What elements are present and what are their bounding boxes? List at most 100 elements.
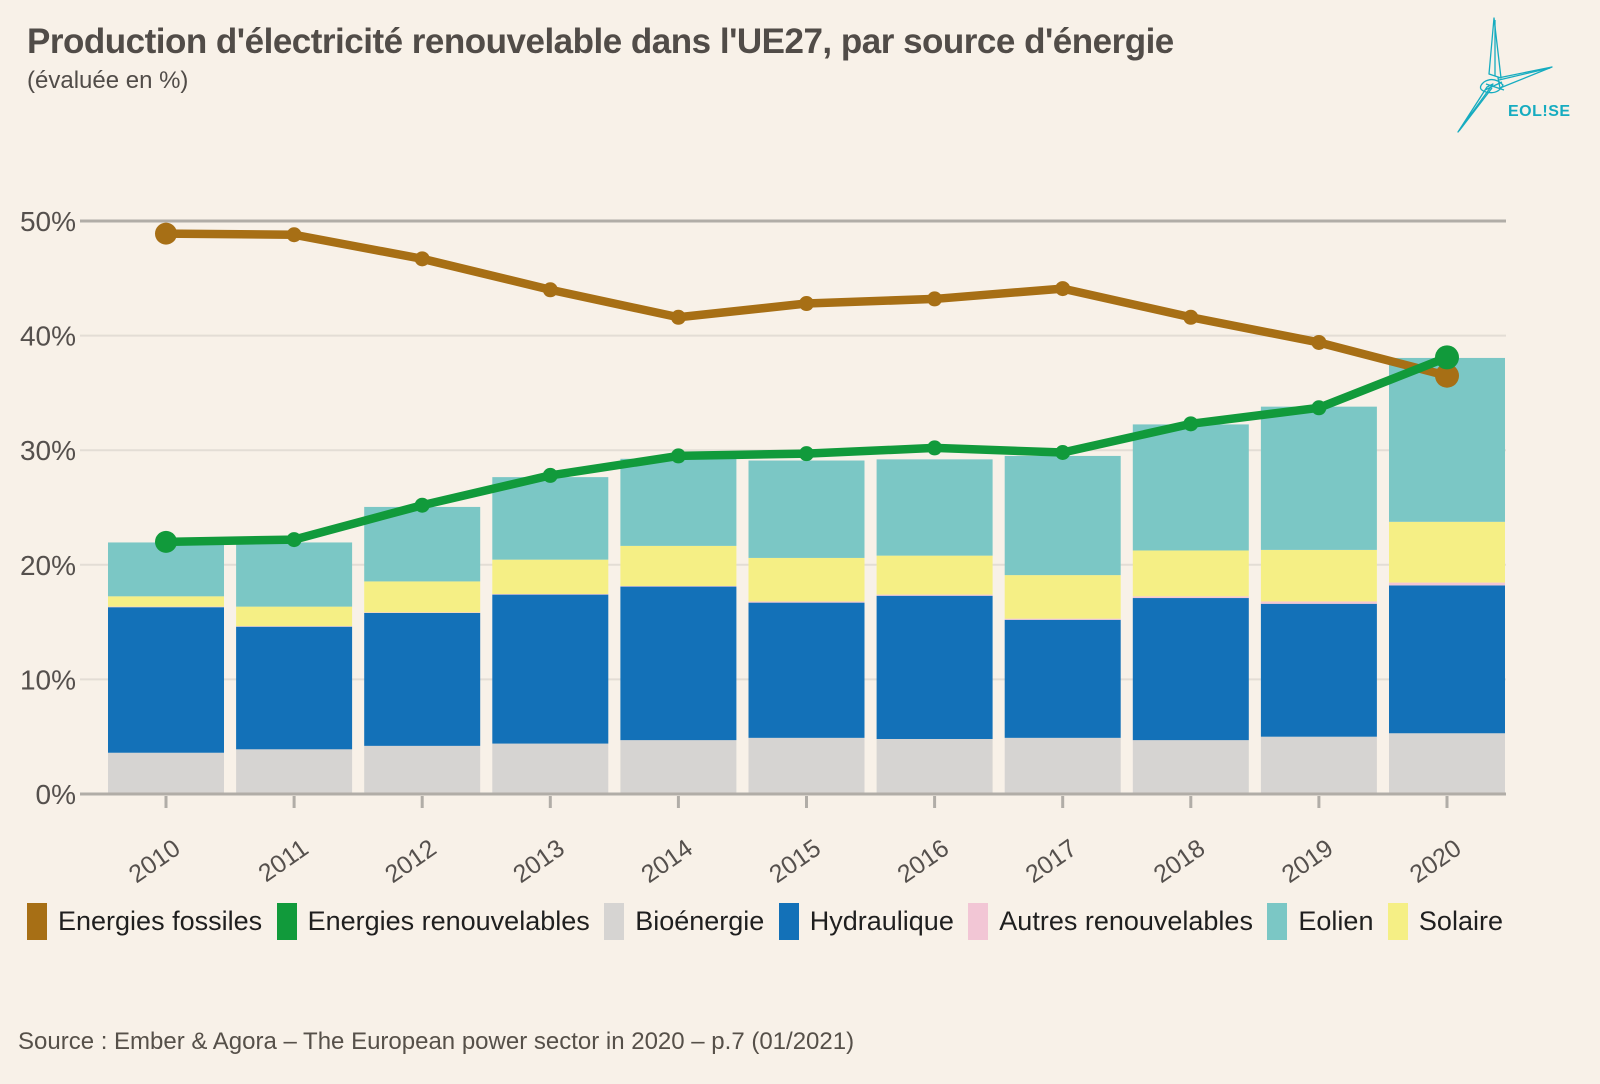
x-axis-label-2020: 2020 — [1405, 834, 1467, 889]
marker-energies-fossiles-2017 — [1055, 281, 1071, 297]
bar-segment-2013-hydraulique — [492, 594, 609, 744]
legend-item-solaire: Solaire — [1387, 903, 1503, 940]
bar-segment-2019-solaire — [1260, 549, 1377, 602]
bar-segment-2015-hydraulique — [748, 602, 865, 738]
bar-segment-2012-autres-renouvelables — [364, 612, 481, 613]
bar-segment-2018-eolien — [1132, 424, 1249, 551]
bar-segment-2013-autres-renouvelables — [492, 594, 609, 595]
bar-segment-2020-hydraulique — [1389, 585, 1505, 734]
marker-energies-renouvelables-2017 — [1055, 444, 1071, 460]
bar-segment-2014-solaire — [620, 545, 737, 587]
wind-turbine-icon — [1457, 17, 1553, 133]
x-axis-label-2013: 2013 — [508, 834, 570, 889]
bar-segment-2018-autres-renouvelables — [1132, 596, 1249, 599]
bar-segment-2011-hydraulique — [236, 626, 353, 750]
bar-segment-2015-solaire — [748, 557, 865, 602]
x-axis-label-2018: 2018 — [1149, 834, 1211, 889]
y-axis-label-10: 10% — [20, 664, 76, 695]
x-axis-label-2017: 2017 — [1021, 834, 1083, 889]
marker-energies-fossiles-2013 — [542, 282, 558, 298]
legend-label-eolien: Eolien — [1298, 906, 1374, 936]
bar-segment-2019-bio-nergie — [1260, 736, 1377, 794]
legend-label-energies-fossiles: Energies fossiles — [58, 906, 263, 936]
legend-swatch-eolien — [1267, 903, 1288, 940]
bar-segment-2011-eolien — [236, 542, 353, 607]
legend-item-hydraulique: Hydraulique — [778, 903, 954, 940]
legend-label-solaire: Solaire — [1418, 906, 1503, 936]
legend-swatch-energies-fossiles — [27, 903, 47, 940]
bar-segment-2020-bio-nergie — [1389, 733, 1505, 794]
marker-energies-renouvelables-2010 — [155, 530, 177, 553]
bar-segment-2016-eolien — [876, 459, 993, 556]
legend-item-autres-renouvelables: Autres renouvelables — [968, 903, 1253, 940]
bar-segment-2013-solaire — [492, 559, 609, 595]
y-axis-label-50: 50% — [20, 206, 76, 237]
bar-segment-2017-eolien — [1004, 455, 1121, 576]
legend-label-bio-nergie: Bioénergie — [635, 906, 765, 936]
legend-item-energies-fossiles: Energies fossiles — [27, 903, 262, 940]
bar-segment-2014-bio-nergie — [620, 740, 737, 794]
bar-segment-2018-bio-nergie — [1132, 740, 1249, 794]
bar-segment-2012-solaire — [364, 581, 481, 613]
bar-segment-2016-autres-renouvelables — [876, 594, 993, 596]
legend-item-energies-renouvelables: Energies renouvelables — [276, 903, 590, 940]
legend-label-energies-renouvelables: Energies renouvelables — [307, 906, 590, 936]
marker-energies-fossiles-2020 — [1435, 363, 1459, 388]
bar-segment-2014-hydraulique — [620, 586, 737, 741]
marker-energies-renouvelables-2013 — [542, 467, 558, 483]
marker-energies-renouvelables-2016 — [927, 440, 943, 456]
marker-energies-fossiles-2011 — [286, 227, 302, 243]
x-axis-label-2014: 2014 — [636, 834, 698, 889]
bar-segment-2013-bio-nergie — [492, 743, 609, 794]
marker-energies-renouvelables-2018 — [1183, 416, 1199, 432]
bar-segment-2010-bio-nergie — [108, 752, 224, 794]
bar-segment-2018-solaire — [1132, 550, 1249, 597]
bar-segment-2017-hydraulique — [1004, 619, 1121, 738]
bar-segment-2019-hydraulique — [1260, 603, 1377, 737]
x-axis-label-2015: 2015 — [764, 834, 826, 889]
bar-segment-2017-solaire — [1004, 575, 1121, 619]
bar-segment-2018-hydraulique — [1132, 598, 1249, 741]
chart-legend: Energies fossiles Energies renouvelables B… — [27, 903, 1503, 940]
marker-energies-fossiles-2014 — [670, 309, 686, 325]
bar-segment-2016-hydraulique — [876, 595, 993, 739]
legend-label-hydraulique: Hydraulique — [809, 906, 954, 936]
marker-energies-fossiles-2019 — [1311, 334, 1327, 350]
y-axis-label-0: 0% — [36, 779, 76, 810]
x-axis-label-2016: 2016 — [892, 834, 954, 889]
bar-segment-2013-eolien — [492, 477, 609, 560]
legend-swatch-hydraulique — [778, 903, 799, 940]
marker-energies-renouvelables-2020 — [1435, 345, 1459, 370]
bar-segment-2020-autres-renouvelables — [1389, 582, 1505, 586]
bar-segment-2012-bio-nergie — [364, 745, 481, 794]
marker-energies-fossiles-2016 — [927, 291, 943, 307]
bar-segment-2011-solaire — [236, 606, 353, 627]
bar-segment-2015-eolien — [748, 460, 865, 558]
marker-energies-renouvelables-2015 — [799, 446, 814, 462]
marker-energies-renouvelables-2019 — [1311, 400, 1327, 416]
bar-segment-2016-solaire — [876, 555, 993, 595]
legend-swatch-bio-nergie — [604, 903, 625, 940]
marker-energies-fossiles-2018 — [1183, 309, 1199, 325]
legend-label-autres-renouvelables: Autres renouvelables — [999, 906, 1253, 936]
bar-segment-2017-autres-renouvelables — [1004, 618, 1121, 620]
bar-segment-2012-hydraulique — [364, 612, 481, 746]
legend-item-eolien: Eolien — [1267, 903, 1373, 940]
bar-segment-2016-bio-nergie — [876, 738, 993, 794]
bar-segment-2017-bio-nergie — [1004, 737, 1121, 794]
bar-segment-2019-autres-renouvelables — [1260, 601, 1377, 604]
x-axis-label-2010: 2010 — [124, 834, 186, 889]
bar-segment-2010-hydraulique — [108, 607, 224, 753]
bar-segment-2014-eolien — [620, 458, 737, 546]
x-axis-label-2011: 2011 — [253, 834, 313, 888]
bar-segment-2020-solaire — [1389, 521, 1505, 583]
source-caption: Source : Ember & Agora – The European po… — [18, 1028, 855, 1055]
legend-swatch-solaire — [1387, 903, 1408, 940]
bar-segment-2015-autres-renouvelables — [748, 601, 865, 603]
bar-segment-2015-bio-nergie — [748, 737, 865, 794]
marker-energies-renouvelables-2011 — [286, 532, 302, 548]
bar-segment-2019-eolien — [1260, 406, 1377, 550]
logo-brand-text: EOL!SE — [1508, 103, 1571, 120]
y-axis-label-20: 20% — [20, 550, 76, 581]
legend-item-bio-nergie: Bioénergie — [604, 903, 764, 940]
